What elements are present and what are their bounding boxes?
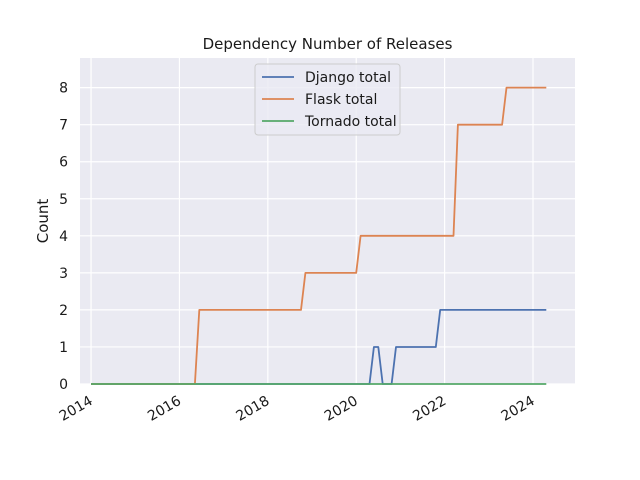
legend: Django total Flask total Tornado total <box>254 63 401 136</box>
y-axis-label: Count <box>34 199 52 244</box>
y-tick-label-8: 8 <box>59 81 68 97</box>
x-tick-label-2024: 2024 <box>499 393 538 425</box>
y-tick-label-6: 6 <box>59 155 68 171</box>
x-tick-label-2022: 2022 <box>410 393 449 425</box>
legend-box <box>254 63 401 136</box>
x-tick-label-2020: 2020 <box>322 393 361 425</box>
x-tick-label-2014: 2014 <box>57 393 96 425</box>
y-tick-label-1: 1 <box>59 340 68 356</box>
x-tick-label-2018: 2018 <box>234 393 273 425</box>
y-tick-label-2: 2 <box>59 303 68 319</box>
y-tick-label-4: 4 <box>59 229 68 245</box>
y-tick-label-0: 0 <box>59 377 68 393</box>
series-line-flask-total <box>91 86 547 385</box>
y-tick-label-3: 3 <box>59 266 68 282</box>
legend-label-flask-total: Flask total <box>305 92 377 108</box>
y-tick-label-5: 5 <box>59 192 68 208</box>
legend-label-django-total: Django total <box>305 70 391 86</box>
y-tick-label-7: 7 <box>59 118 68 134</box>
x-tick-label-2016: 2016 <box>145 393 184 425</box>
chart-title: Dependency Number of Releases <box>203 35 453 53</box>
series-lines <box>91 86 547 385</box>
legend-label-tornado-total: Tornado total <box>304 114 397 130</box>
